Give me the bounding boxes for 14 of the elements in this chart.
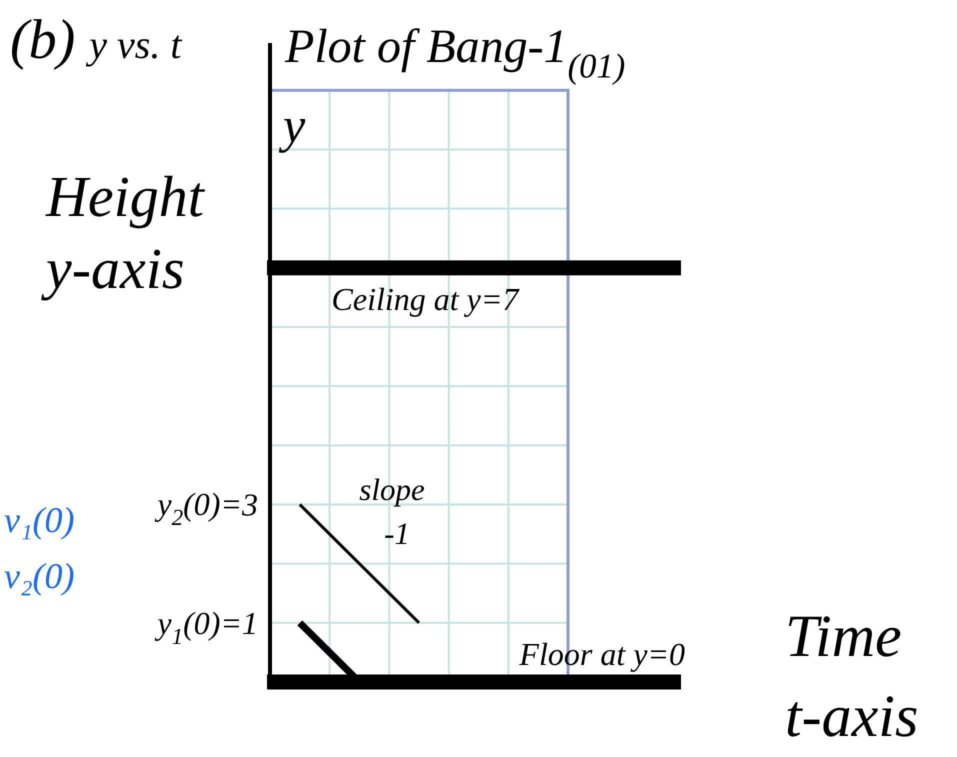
text: y$_{2}$(0)= [154, 486, 242, 530]
y-tick-label: 1 [242, 604, 258, 641]
ref-line-label: Floor at y=0 [518, 636, 685, 672]
text: y$_{1}$(0)= [154, 605, 242, 650]
chart-subtitle: Plot of Bang-1$_{(01)}$ [284, 20, 626, 86]
y-tick-label: 3 [241, 486, 258, 522]
chart-title: (b) y vs. t [10, 9, 182, 71]
text: v₂(0) [4, 556, 74, 596]
ref-line-label: Ceiling at y=7 [332, 280, 520, 317]
text: v₁(0) [4, 500, 74, 540]
annotation: slope -1 [359, 472, 425, 551]
y-axis-title: Height y-axis [41, 164, 206, 301]
x-axis-title: Time t-axis [785, 603, 918, 749]
annotation: y [278, 97, 306, 153]
